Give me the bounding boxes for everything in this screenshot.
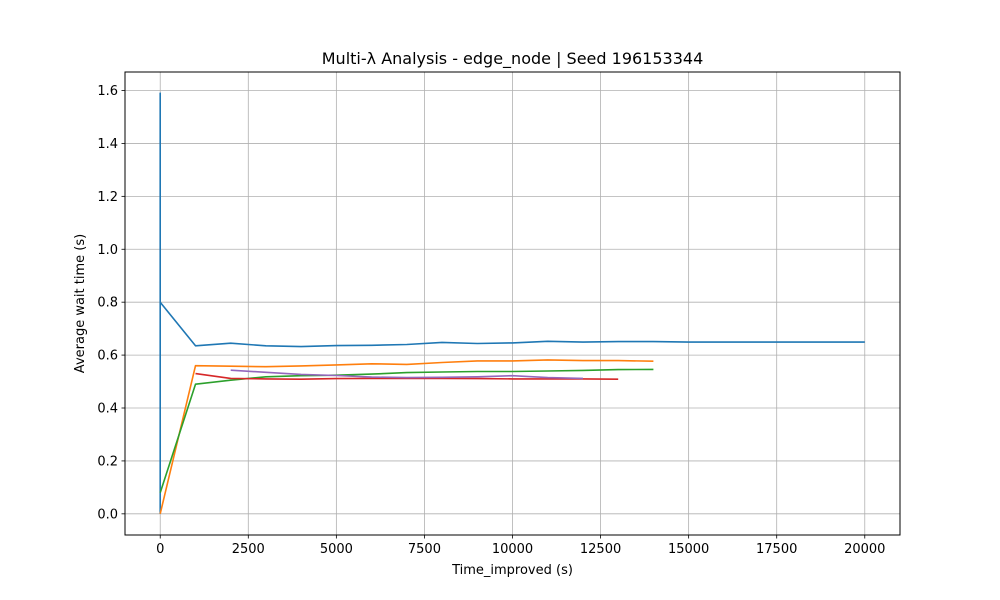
tick-layer: 0 2500 5000 7500 10000 12500 15000 17500 20000 0.… <box>97 84 885 557</box>
series-line-4 <box>195 372 619 381</box>
series-line-2 <box>159 359 654 514</box>
x-tick-label: 2500 <box>232 542 265 557</box>
x-tick-label: 7500 <box>408 542 441 557</box>
x-tick-label: 10000 <box>492 542 533 557</box>
y-axis-label: Average wait time (s) <box>73 234 88 373</box>
x-tick-label: 17500 <box>756 542 797 557</box>
y-tick-label: 1.6 <box>97 84 118 99</box>
grid-layer <box>125 72 900 535</box>
y-tick-label: 0.0 <box>97 507 118 522</box>
x-axis-label: Time_improved (s) <box>451 563 573 578</box>
series-line-5 <box>230 369 584 380</box>
y-tick-label: 0.2 <box>97 454 118 469</box>
y-tick-label: 0.8 <box>97 296 118 311</box>
y-tick-label: 1.2 <box>97 190 118 205</box>
x-tick-label: 5000 <box>320 542 353 557</box>
x-tick-label: 15000 <box>668 542 709 557</box>
y-tick-label: 0.4 <box>97 402 118 417</box>
x-tick-label: 0 <box>156 542 164 557</box>
x-tick-label: 20000 <box>844 542 885 557</box>
y-tick-label: 0.6 <box>97 349 118 364</box>
series-layer <box>159 92 865 514</box>
y-tick-label: 1.0 <box>97 243 118 258</box>
x-tick-label: 12500 <box>580 542 621 557</box>
chart-title: Multi-λ Analysis - edge_node | Seed 1961… <box>322 49 704 69</box>
y-tick-label: 1.4 <box>97 137 118 152</box>
series-line-1 <box>159 92 865 514</box>
